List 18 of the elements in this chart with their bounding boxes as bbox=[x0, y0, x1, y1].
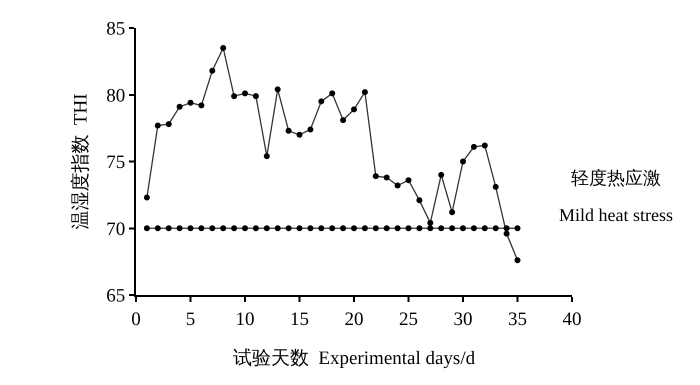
x-tick-label: 5 bbox=[186, 308, 196, 330]
y-tick-label: 75 bbox=[106, 152, 126, 174]
y-tick-label: 85 bbox=[106, 18, 126, 40]
y-tick-label: 70 bbox=[106, 218, 126, 240]
x-tick-label: 0 bbox=[131, 308, 141, 330]
y-axis-title: 温湿度指数 THI bbox=[70, 93, 92, 230]
x-tick-label: 10 bbox=[236, 308, 254, 330]
x-tick-label: 20 bbox=[344, 308, 364, 330]
x-tick-label: 40 bbox=[562, 308, 582, 330]
x-axis-title: 试验天数 Experimental days/d bbox=[232, 348, 476, 370]
y-tick-label: 80 bbox=[106, 85, 126, 106]
x-tick-label: 25 bbox=[399, 308, 418, 330]
x-tick-label: 15 bbox=[290, 308, 309, 330]
annotation: 轻度热应激 bbox=[571, 168, 661, 188]
y-tick-label: 65 bbox=[106, 286, 126, 307]
x-tick-label: 35 bbox=[508, 308, 527, 330]
x-tick-label: 30 bbox=[454, 308, 472, 330]
annotation: Mild heat stress bbox=[559, 205, 673, 225]
